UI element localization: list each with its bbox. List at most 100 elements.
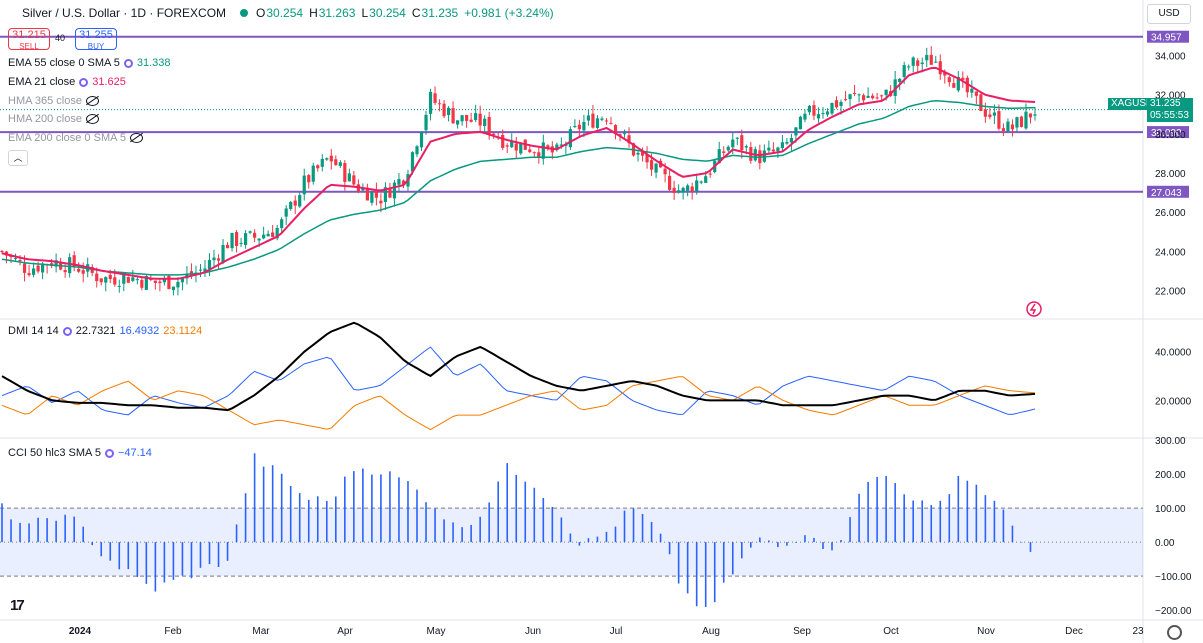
indicator-ema55[interactable]: EMA 55 close 0 SMA 5 31.338 (8, 57, 171, 69)
candle-body (821, 113, 825, 115)
spread-value: 40 (55, 33, 66, 43)
candle-body (880, 95, 884, 97)
indicator-cci[interactable]: CCI 50 hlc3 SMA 5 −47.14 (8, 447, 152, 459)
candle-body (225, 244, 230, 249)
candle-body (519, 142, 523, 154)
currency-button[interactable]: USD (1147, 4, 1191, 24)
buy-button[interactable]: 31.255 BUY (75, 28, 117, 51)
candle-body (825, 111, 830, 115)
candle-body (307, 175, 311, 183)
candle-body (415, 146, 419, 155)
hidden-eye-icon[interactable] (130, 133, 144, 143)
candle-body (293, 200, 297, 206)
candle-body (424, 114, 428, 131)
candle-body (586, 115, 591, 121)
candle-body (618, 134, 622, 136)
price-tick-label: 28.000 (1155, 169, 1186, 180)
candle-body (271, 232, 275, 237)
indicator-value: 31.625 (92, 76, 126, 88)
time-tick-label: Oct (883, 626, 899, 637)
candle-body (487, 116, 491, 135)
price-level-label: 27.043 (1151, 188, 1182, 199)
candle-body (992, 112, 997, 116)
time-tick-label: Dec (1065, 626, 1083, 637)
candle-body (144, 276, 148, 290)
tradingview-logo[interactable]: 17 (10, 597, 25, 614)
candle-body (595, 118, 600, 128)
candle-body (861, 95, 866, 101)
indicator-ema21[interactable]: EMA 21 close 31.625 (8, 76, 126, 88)
price-tick-label: 26.000 (1155, 208, 1186, 219)
time-tick-label: Aug (702, 626, 720, 637)
candle-body (31, 268, 36, 275)
price-level-label: 30.090 (1151, 128, 1182, 139)
price-level-label: 34.957 (1151, 33, 1182, 44)
candle-body (559, 144, 563, 146)
chevron-up-icon[interactable]: ︿ (8, 150, 28, 166)
minus-di-line (1, 376, 1036, 431)
candle-body (325, 158, 329, 160)
candle-body (613, 125, 618, 135)
cci-tick-label: 200.00 (1155, 470, 1186, 481)
candle-body (807, 105, 812, 113)
indicator-value: 31.338 (136, 57, 171, 69)
candle-body (469, 119, 473, 122)
time-tick-label: Jun (525, 626, 541, 637)
candle-body (162, 278, 166, 283)
indicator-dmi[interactable]: DMI 14 14 22.7321 16.4932 23.1124 (8, 325, 202, 337)
indicator-ema200[interactable]: EMA 200 close 0 SMA 5 (8, 132, 144, 144)
candle-body (442, 103, 446, 117)
candle-body (171, 286, 176, 291)
candle-body (726, 146, 730, 151)
candle-body (275, 227, 279, 239)
candle-body (361, 187, 365, 191)
candle-body (135, 279, 139, 281)
candle-body (997, 111, 1001, 129)
settings-icon[interactable] (104, 448, 114, 458)
candle-body (343, 163, 347, 182)
lightning-icon (1026, 301, 1042, 317)
candle-body (505, 145, 509, 147)
gear-icon[interactable] (1167, 625, 1182, 640)
indicator-hma365[interactable]: HMA 365 close (8, 95, 99, 107)
candle-body (735, 137, 739, 139)
price-tick-label: 32.000 (1155, 91, 1186, 102)
candle-body (280, 219, 284, 229)
settings-icon[interactable] (123, 58, 133, 68)
ema21-line (1, 66, 1036, 280)
hidden-eye-icon[interactable] (85, 114, 99, 124)
candle-body (649, 160, 654, 170)
symbol-title[interactable]: Silver / U.S. Dollar · 1D · FOREXCOM (22, 6, 227, 20)
settings-icon[interactable] (79, 77, 89, 87)
candle-body (180, 278, 185, 283)
candle-body (203, 268, 207, 273)
candles (0, 46, 1037, 296)
hidden-eye-icon[interactable] (85, 96, 99, 106)
candle-body (419, 132, 424, 148)
indicator-hma200[interactable]: HMA 200 close (8, 113, 99, 125)
candle-body (609, 122, 613, 124)
ema55-line (1, 99, 1036, 276)
candle-body (884, 89, 888, 96)
candle-body (253, 232, 257, 238)
candle-body (866, 95, 870, 98)
candle-body (848, 94, 852, 100)
candle-body (126, 277, 130, 283)
candle-body (289, 201, 293, 209)
candle-body (248, 231, 252, 233)
symbol-header: Silver / U.S. Dollar · 1D · FOREXCOM O 30… (0, 0, 560, 26)
low-label: L (361, 6, 369, 20)
sell-button[interactable]: 31.215 SELL (8, 28, 50, 51)
candle-body (663, 168, 667, 175)
settings-icon[interactable] (62, 326, 72, 336)
dmi-tick-label: 20.0000 (1155, 396, 1192, 407)
candle-body (198, 269, 203, 271)
open-label: O (256, 6, 266, 20)
candle-body (717, 149, 721, 164)
price-tick-label: 30.000 (1155, 130, 1186, 141)
symbol-tag: XAGUSD (1108, 98, 1157, 110)
candle-body (18, 260, 22, 262)
moving-averages (1, 66, 1036, 280)
candle-body (604, 120, 609, 122)
